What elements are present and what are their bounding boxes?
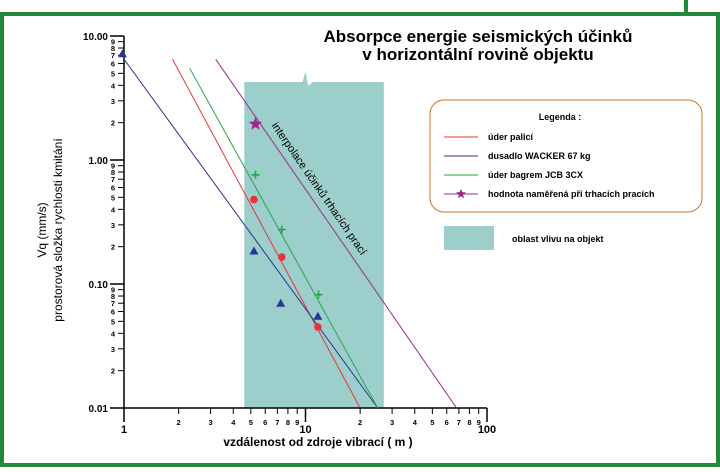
data-point-plus (277, 225, 286, 234)
y-minor-tick-label: 6 (111, 308, 115, 317)
y-major-tick-label: 0.01 (89, 404, 109, 415)
y-minor-tick-label: 9 (111, 162, 115, 171)
data-point-plus (314, 290, 323, 299)
y-minor-tick-label: 8 (111, 168, 115, 177)
data-point-triangle (249, 246, 259, 255)
y-minor-tick-label: 3 (111, 97, 115, 106)
y-major-tick-label: 10.00 (83, 32, 108, 43)
fit-line (189, 67, 379, 409)
fit-line (123, 58, 379, 409)
y-minor-tick-label: 2 (111, 119, 115, 128)
zone-rect (244, 72, 384, 408)
y-minor-tick-label: 9 (111, 286, 115, 295)
x-minor-tick-label: 9 (477, 418, 481, 427)
x-major-tick-label: 1 (121, 424, 127, 436)
y-minor-tick-label: 5 (111, 317, 115, 326)
legend-marker-star (456, 188, 466, 199)
y-minor-tick-label: 8 (111, 292, 115, 301)
x-minor-tick-label: 2 (358, 418, 362, 427)
y-minor-tick-label: 5 (111, 69, 115, 78)
x-minor-tick-label: 6 (445, 418, 449, 427)
y-axis-label-2: prostorová složka rychlosti kmitání (51, 138, 65, 322)
y-minor-tick-label: 4 (111, 205, 116, 214)
legend-entry-label: úder bagrem JCB 3CX (488, 170, 583, 180)
data-point-circle (314, 323, 322, 331)
chart-subtitle: v horizontální rovině objektu (362, 45, 593, 64)
fit-line (215, 58, 458, 409)
x-major-tick-label: 10 (299, 424, 311, 436)
y-minor-tick-label: 3 (111, 221, 115, 230)
fit-lines (123, 58, 458, 409)
x-minor-tick-label: 2 (177, 418, 181, 427)
legend-title: Legenda : (539, 112, 582, 122)
influence-zone (244, 72, 384, 408)
y-minor-tick-label: 5 (111, 193, 115, 202)
y-minor-tick-label: 6 (111, 184, 115, 193)
legend-entry-label: hodnota naměřená při trhacích pracích (488, 189, 655, 199)
x-minor-tick-label: 4 (231, 418, 236, 427)
y-axis-label: Vq (mm/s) (35, 202, 49, 257)
zone-legend-label: oblast vlivu na objekt (512, 234, 604, 244)
data-point-circle (250, 195, 258, 204)
x-major-tick-label: 100 (478, 424, 496, 436)
axis-ticks: 10.001.000.100.0123456789234567892345678… (83, 32, 496, 436)
y-minor-tick-label: 3 (111, 345, 115, 354)
y-minor-tick-label: 2 (111, 243, 115, 252)
x-minor-tick-label: 8 (286, 418, 290, 427)
x-minor-tick-label: 5 (249, 418, 253, 427)
y-minor-tick-label: 8 (111, 44, 115, 53)
y-major-tick-label: 0.10 (89, 280, 109, 291)
data-points (117, 49, 323, 331)
data-point-triangle (117, 49, 127, 58)
data-point-star (248, 117, 263, 130)
fit-line (172, 58, 361, 409)
y-minor-tick-label: 7 (111, 175, 115, 184)
x-axis-label: vzdálenost od zdroje vibrací ( m ) (223, 435, 412, 449)
data-point-triangle (276, 298, 286, 307)
x-minor-tick-label: 5 (430, 418, 434, 427)
x-minor-tick-label: 6 (263, 418, 267, 427)
y-minor-tick-label: 7 (111, 51, 115, 60)
legend-box (429, 99, 703, 213)
legend-entry-label: dusadlo WACKER 67 kg (488, 151, 591, 161)
x-minor-tick-label: 4 (413, 418, 418, 427)
x-minor-tick-label: 7 (275, 418, 279, 427)
y-major-tick-label: 1.00 (89, 156, 109, 167)
y-minor-tick-label: 4 (111, 329, 116, 338)
legend-entries: úder palicí dusadlo WACKER 67 kg úder bagr… (444, 132, 655, 199)
y-minor-tick-label: 6 (111, 60, 115, 69)
legend-entry-label: úder palicí (488, 132, 534, 142)
x-minor-tick-label: 3 (209, 418, 213, 427)
x-minor-tick-label: 9 (295, 418, 299, 427)
x-minor-tick-label: 7 (457, 418, 461, 427)
zone-legend-swatch (444, 226, 494, 250)
data-point-triangle (313, 311, 323, 320)
data-point-plus (251, 170, 260, 179)
y-minor-tick-label: 2 (111, 367, 115, 376)
data-point-circle (277, 253, 286, 261)
y-minor-tick-label: 7 (111, 299, 115, 308)
chart-title: Absorpce energie seismických účinků (324, 27, 633, 46)
x-minor-tick-label: 8 (467, 418, 471, 427)
x-minor-tick-label: 3 (390, 418, 394, 427)
y-minor-tick-label: 4 (111, 81, 116, 90)
y-minor-tick-label: 9 (111, 38, 115, 47)
